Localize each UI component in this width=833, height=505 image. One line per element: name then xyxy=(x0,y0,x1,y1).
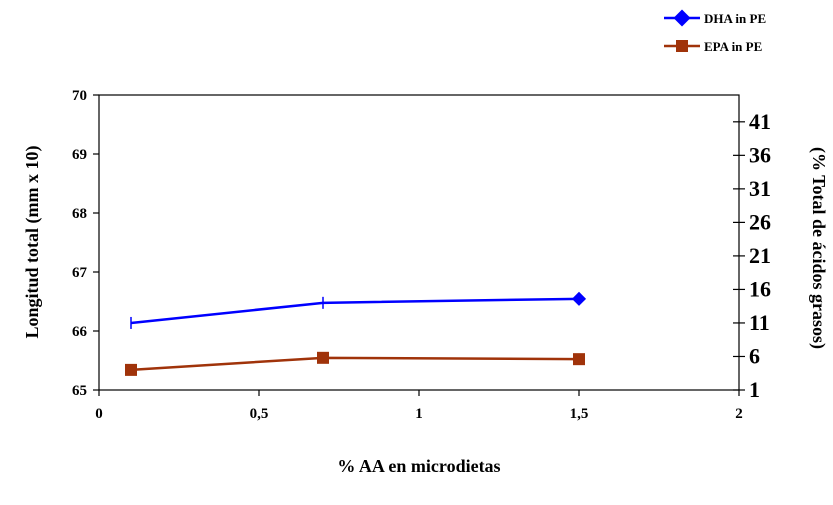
legend-item-epa: EPA in PE xyxy=(664,39,762,54)
right-tick-label: 1 xyxy=(749,377,760,402)
data-point xyxy=(571,291,587,306)
left-tick-label: 69 xyxy=(72,147,87,163)
legend: DHA in PE EPA in PE xyxy=(664,9,766,54)
plot-area xyxy=(98,94,740,391)
legend-label-epa: EPA in PE xyxy=(704,39,762,54)
right-tick-label: 6 xyxy=(749,343,760,368)
series-line-1 xyxy=(130,356,580,372)
legend-item-dha: DHA in PE xyxy=(664,9,766,27)
x-tick-label: 1 xyxy=(415,406,423,422)
legend-label-dha: DHA in PE xyxy=(704,11,766,26)
right-tick-label: 21 xyxy=(749,243,771,268)
left-tick-label: 68 xyxy=(72,206,87,222)
right-tick-label: 26 xyxy=(749,209,771,234)
x-tick-label: 0,5 xyxy=(250,406,269,422)
left-tick-label: 67 xyxy=(72,265,88,281)
x-axis-title: % AA en microdietas xyxy=(337,456,500,476)
right-tick-label: 31 xyxy=(749,176,771,201)
x-tick-label: 0 xyxy=(95,406,103,422)
left-tick-label: 70 xyxy=(72,88,87,104)
legend-marker-dha xyxy=(673,9,691,27)
x-tick-label: 1,5 xyxy=(570,406,589,422)
data-point xyxy=(573,353,585,366)
right-axis-title: (% Total de ácidos grasos) xyxy=(808,147,829,349)
x-tick-label: 2 xyxy=(735,406,743,422)
series-layer xyxy=(125,291,587,376)
left-axis: 65 66 67 68 69 70 xyxy=(72,88,99,399)
right-tick-label: 16 xyxy=(749,276,771,301)
series-line-0 xyxy=(130,297,580,325)
left-tick-label: 65 xyxy=(72,383,87,399)
data-point xyxy=(317,351,329,364)
legend-marker-epa xyxy=(676,40,688,52)
bottom-axis: 0 0,5 1 1,5 2 xyxy=(95,390,743,422)
data-point xyxy=(125,363,137,376)
right-tick-label: 36 xyxy=(749,142,771,167)
left-axis-title: Longitud total (mm x 10) xyxy=(22,145,43,338)
right-tick-label: 41 xyxy=(749,109,771,134)
right-tick-label: 11 xyxy=(749,310,770,335)
left-tick-label: 66 xyxy=(72,324,88,340)
